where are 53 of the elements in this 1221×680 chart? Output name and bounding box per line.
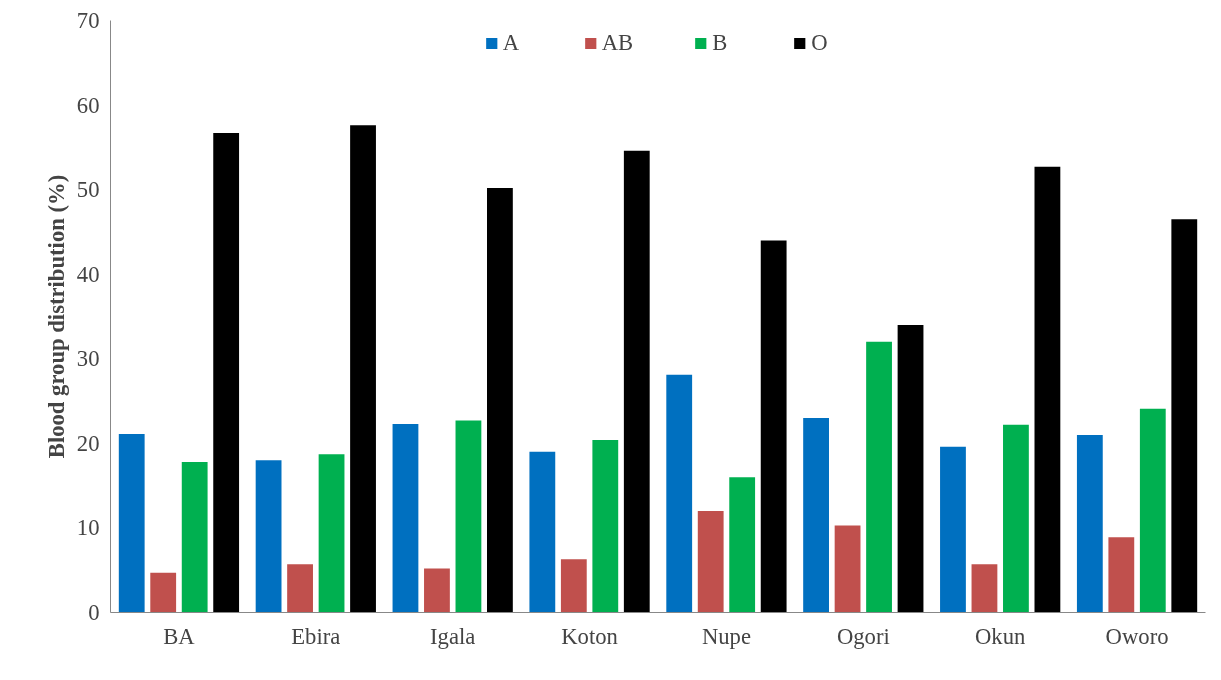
x-tick-label: Oworo [1105,623,1169,649]
bar [803,417,829,613]
bar [287,564,313,613]
y-tick-label: 40 [76,261,100,287]
bar [529,451,556,613]
legend-label: O [811,30,829,56]
y-axis-title: Blood group distribution (%) [43,174,69,459]
x-tick-label: BA [163,623,196,649]
bar [1003,424,1029,613]
bar [897,324,924,613]
bar [560,559,587,613]
bar [666,374,693,613]
bar [118,434,145,613]
y-tick-label: 50 [76,177,100,203]
bar [350,125,376,613]
x-tick-label: Koton [561,623,618,649]
x-tick-label: Igala [430,623,476,649]
bar [623,150,650,613]
legend-label: AB [601,30,634,56]
y-tick-label: 10 [76,515,100,541]
y-tick-label: 30 [76,346,100,372]
y-tick-label: 70 [76,8,100,33]
bar [834,525,861,613]
bar [318,454,345,613]
bar [1139,408,1166,613]
bar [1171,219,1198,613]
bar [940,446,966,613]
bar [1076,434,1103,613]
bar [255,460,282,613]
x-tick-label: Ebira [291,623,341,649]
legend-label: A [502,30,521,56]
bar [150,572,177,613]
bar [592,439,619,613]
bar [487,187,513,613]
y-tick-label: 20 [76,430,100,456]
x-tick-label: Nupe [701,623,751,649]
bar [455,420,482,613]
bar [866,341,892,613]
x-tick-label: Okun [975,623,1026,649]
y-tick-label: 0 [88,600,100,625]
bar [181,461,208,613]
bar [760,240,787,613]
bar [213,132,240,613]
bar [971,564,998,613]
bar [424,568,450,613]
bar [729,477,756,613]
bar [697,511,724,613]
y-tick-label: 60 [76,92,100,118]
bar [392,423,419,613]
bar [1108,537,1135,613]
x-tick-label: Ogori [836,623,890,649]
bar [1034,166,1061,613]
legend-label: B [712,30,729,56]
